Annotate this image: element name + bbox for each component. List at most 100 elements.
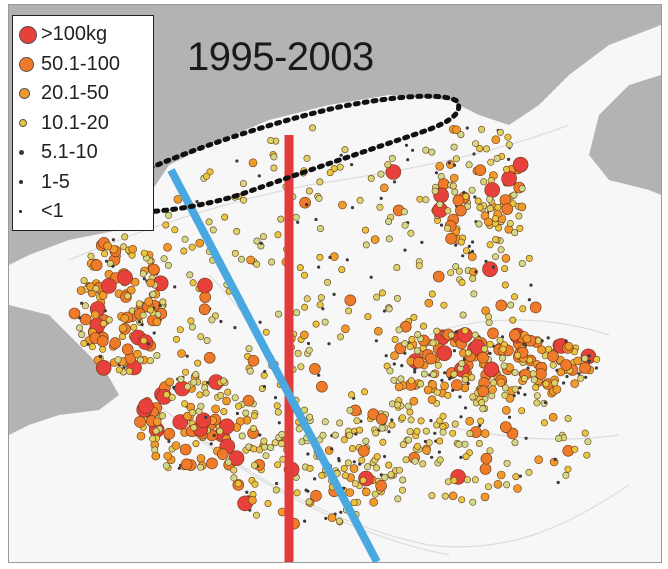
survey-point	[195, 238, 204, 248]
survey-point	[247, 354, 260, 367]
survey-point	[397, 375, 405, 383]
survey-point	[362, 437, 370, 445]
survey-point	[431, 187, 439, 195]
survey-point	[564, 414, 572, 422]
survey-point	[317, 373, 321, 377]
survey-point	[440, 301, 448, 309]
survey-point	[68, 307, 81, 320]
survey-point	[486, 447, 494, 455]
survey-point	[357, 445, 370, 457]
survey-point	[529, 370, 537, 378]
survey-point	[381, 473, 389, 481]
survey-point	[413, 370, 417, 374]
survey-point	[393, 263, 401, 271]
survey-point	[507, 157, 511, 161]
land-east-cape	[589, 75, 661, 195]
survey-point	[518, 185, 526, 193]
survey-point	[309, 363, 321, 375]
survey-point	[469, 274, 477, 282]
survey-point	[481, 306, 490, 316]
survey-point	[180, 458, 193, 471]
survey-point	[415, 262, 423, 270]
survey-point	[248, 495, 257, 505]
survey-point	[192, 440, 200, 448]
survey-point	[159, 298, 167, 306]
survey-point	[163, 427, 176, 440]
survey-point	[462, 192, 470, 200]
survey-point	[502, 165, 510, 173]
survey-point	[440, 378, 444, 382]
survey-point	[514, 351, 522, 359]
survey-point	[475, 220, 483, 228]
survey-point	[480, 452, 493, 465]
survey-point	[417, 380, 425, 388]
survey-point	[462, 190, 466, 195]
survey-point	[79, 313, 92, 326]
survey-point	[555, 368, 559, 372]
survey-point	[385, 461, 393, 469]
survey-point	[425, 439, 433, 447]
survey-point	[344, 294, 357, 307]
survey-point	[158, 304, 162, 308]
survey-point	[186, 271, 194, 279]
survey-point	[496, 336, 504, 344]
survey-point	[120, 243, 128, 251]
survey-point	[467, 252, 477, 261]
survey-point	[565, 374, 569, 379]
survey-point	[304, 488, 308, 492]
survey-point	[98, 291, 108, 300]
survey-point	[406, 343, 414, 351]
survey-point	[451, 379, 463, 391]
survey-point	[305, 203, 309, 207]
survey-point	[480, 429, 490, 438]
legend-swatch	[19, 25, 39, 44]
survey-point	[516, 391, 520, 395]
survey-point	[224, 388, 232, 396]
survey-point	[400, 364, 404, 368]
survey-point	[192, 371, 200, 379]
survey-point	[501, 170, 517, 187]
survey-point	[379, 196, 383, 200]
survey-point	[436, 456, 444, 464]
survey-point	[324, 516, 328, 520]
survey-point	[506, 220, 514, 228]
survey-point	[393, 294, 401, 302]
survey-point	[449, 429, 457, 437]
survey-point	[448, 377, 452, 381]
survey-point	[542, 380, 550, 388]
survey-point	[260, 371, 268, 379]
survey-point	[336, 163, 344, 171]
survey-point	[594, 366, 599, 370]
survey-point	[362, 241, 370, 249]
survey-point	[230, 474, 238, 482]
survey-point	[259, 241, 263, 245]
survey-point	[399, 476, 407, 484]
survey-point	[140, 249, 148, 257]
survey-point	[273, 396, 278, 400]
survey-point	[306, 413, 314, 421]
survey-point	[114, 356, 122, 364]
survey-point	[493, 155, 501, 163]
survey-point	[354, 432, 358, 436]
survey-point	[390, 351, 399, 361]
survey-point	[349, 464, 359, 473]
survey-point	[423, 439, 427, 444]
survey-point	[507, 301, 515, 309]
survey-point	[176, 326, 184, 334]
survey-point	[377, 170, 385, 178]
survey-point	[503, 459, 511, 467]
survey-point	[245, 345, 253, 353]
survey-point	[277, 215, 285, 223]
survey-point	[152, 317, 162, 327]
survey-point	[471, 476, 479, 484]
survey-point	[212, 433, 216, 438]
survey-point	[203, 351, 216, 364]
survey-point	[378, 289, 386, 297]
survey-point	[306, 452, 310, 456]
survey-point	[173, 285, 177, 289]
survey-point	[433, 388, 441, 396]
survey-point	[379, 183, 389, 193]
survey-point	[501, 203, 514, 215]
survey-point	[419, 322, 427, 330]
survey-point	[581, 429, 589, 437]
